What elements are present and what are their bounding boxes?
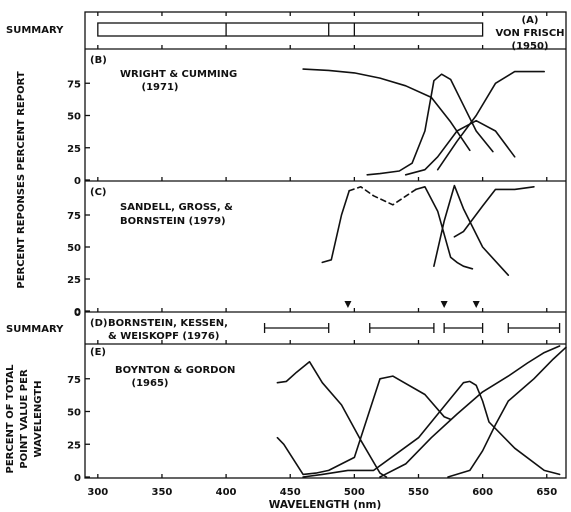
panel-a-letter: (A) xyxy=(522,15,539,26)
series-c-2 xyxy=(348,186,417,206)
series-b-2 xyxy=(366,73,494,176)
y-axis-label-upper: PERCENT REPONSES PERCENT REPORT xyxy=(16,71,27,288)
panel-b-letter: (B) xyxy=(90,55,107,66)
x-tick-label-450: 450 xyxy=(280,487,301,498)
y-tick-label-e-50: 50 xyxy=(67,408,81,419)
y-tick-label-b-50: 50 xyxy=(67,112,81,123)
panel-a-title-line-1: VON FRISCH xyxy=(495,28,564,39)
y-tick-label-c-75: 75 xyxy=(67,211,81,222)
series-c-4 xyxy=(433,184,510,277)
y-tick-label-e-0: 0 xyxy=(74,473,81,484)
x-tick-label-300: 300 xyxy=(87,487,108,498)
y-tick-label-c-zero-line: 0 xyxy=(74,308,81,319)
panel-d-letter: (D) xyxy=(90,318,107,329)
series-e-2 xyxy=(276,375,452,476)
panel-e-title-line-1: BOYNTON & GORDON xyxy=(115,365,235,376)
range-d-3 xyxy=(443,323,484,333)
y-axis-label-lower-line-3: WAVELENGTH xyxy=(33,380,44,457)
x-tick-label-550: 550 xyxy=(408,487,429,498)
series-e-3 xyxy=(302,380,561,478)
summary-label-lower: SUMMARY xyxy=(6,324,64,335)
panel-c-letter: (C) xyxy=(90,187,106,198)
marker-c-1 xyxy=(344,301,352,308)
panel-e-title-line-2: (1965) xyxy=(132,378,169,389)
series-c-5 xyxy=(453,186,535,238)
series-b-3 xyxy=(404,119,516,176)
series-c-1 xyxy=(321,189,351,264)
y-tick-label-c-25: 25 xyxy=(67,275,81,286)
x-tick-label-600: 600 xyxy=(472,487,493,498)
curve-layer xyxy=(276,68,567,478)
x-tick-label-400: 400 xyxy=(216,487,237,498)
y-axis-label-lower-line-2: POINT VALUE PER xyxy=(19,369,30,469)
y-tick-label-b-75: 75 xyxy=(67,79,81,90)
figure-frame xyxy=(84,11,567,479)
panel-c-title-line-2: BORNSTEIN (1979) xyxy=(120,216,226,227)
series-e-4 xyxy=(379,345,561,478)
marker-c-3 xyxy=(472,301,480,308)
panel-c-title-line-1: SANDELL, GROSS, & xyxy=(120,202,233,213)
panel-b-title-line-1: WRIGHT & CUMMING xyxy=(120,69,237,80)
panel-e-letter: (E) xyxy=(90,347,106,358)
x-tick-label-350: 350 xyxy=(152,487,173,498)
y-tick-label-b-0: 0 xyxy=(74,176,81,187)
marker-c-2 xyxy=(440,301,448,308)
series-b-4 xyxy=(436,70,546,171)
y-tick-label-e-25: 25 xyxy=(67,440,81,451)
panel-a-title-line-2: (1950) xyxy=(512,41,549,52)
series-e-1 xyxy=(276,360,388,478)
panel-d-title-line-1: BORNSTEIN, KESSEN, xyxy=(108,318,228,329)
summary-bar-a xyxy=(97,22,484,37)
summary-layer xyxy=(97,22,561,333)
x-axis-label: WAVELENGTH (nm) xyxy=(269,499,382,511)
x-tick-label-500: 500 xyxy=(344,487,365,498)
range-d-4 xyxy=(507,323,561,333)
tick-layer: 300 350 400 450 500 550 600 650 0 25 50 75 0 25 50 75 0 2… xyxy=(67,12,557,498)
y-tick-label-b-25: 25 xyxy=(67,144,81,155)
series-c-3 xyxy=(415,186,474,270)
y-tick-label-c-50: 50 xyxy=(67,243,81,254)
summary-label-top: SUMMARY xyxy=(6,25,64,36)
y-tick-label-c-0: 0 xyxy=(74,307,81,318)
range-d-2 xyxy=(369,323,435,333)
range-d-1 xyxy=(263,323,330,333)
y-tick-label-e-75: 75 xyxy=(67,375,81,386)
series-e-5 xyxy=(447,346,567,478)
panel-b-title-line-2: (1971) xyxy=(142,82,179,93)
x-tick-label-650: 650 xyxy=(536,487,557,498)
series-b-1 xyxy=(302,68,471,152)
frame-layer xyxy=(84,11,567,479)
panel-d-title-line-2: & WEISKOPF (1976) xyxy=(108,331,219,342)
y-axis-label-lower-line-1: PERCENT OF TOTAL xyxy=(5,364,16,474)
